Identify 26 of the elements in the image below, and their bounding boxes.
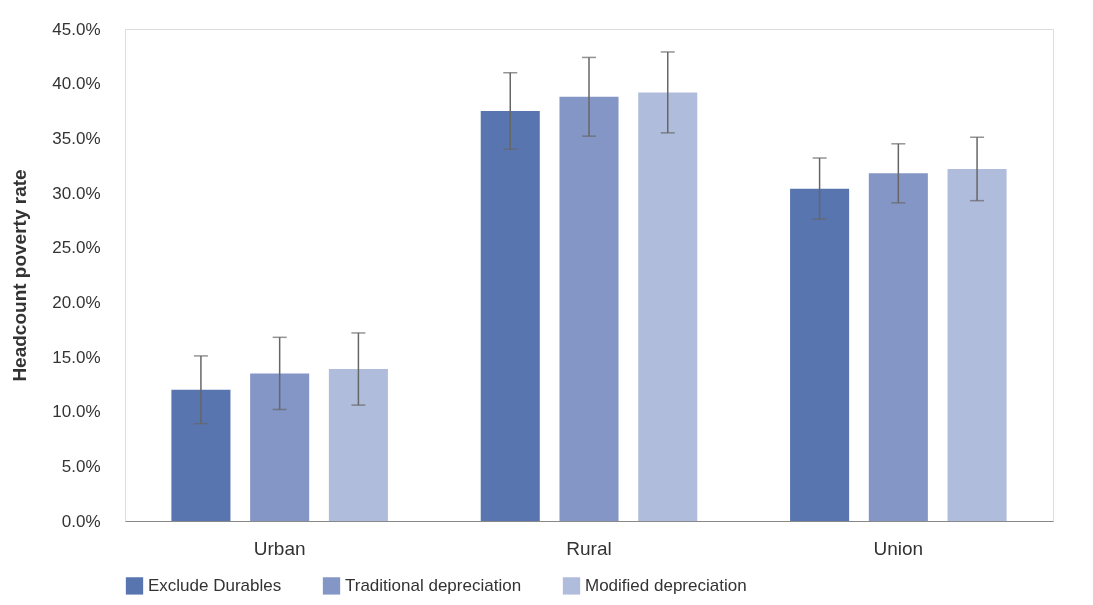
bar: [790, 188, 850, 521]
legend-label: Exclude Durables: [148, 575, 282, 595]
bar: [559, 96, 619, 521]
x-tick-label: Rural: [566, 537, 612, 559]
x-tick-label: Union: [873, 537, 924, 559]
y-tick-label: 35.0%: [52, 128, 101, 148]
bar: [947, 168, 1007, 521]
bar: [250, 373, 310, 521]
legend-label: Traditional depreciation: [345, 575, 522, 595]
y-tick-label: 25.0%: [52, 238, 101, 258]
y-tick-label: 40.0%: [52, 74, 101, 94]
y-tick-label: 5.0%: [61, 456, 101, 476]
x-tick-label: Urban: [253, 537, 306, 559]
bar: [480, 111, 540, 521]
y-axis-title: Headcount poverty rate: [9, 169, 31, 382]
bar: [171, 389, 231, 521]
bar: [868, 173, 928, 521]
bar: [638, 92, 698, 521]
y-tick-label: 10.0%: [52, 402, 101, 422]
bar: [328, 369, 388, 521]
y-tick-label: 15.0%: [52, 347, 101, 367]
y-tick-label: 45.0%: [52, 19, 101, 39]
y-tick-label: 30.0%: [52, 183, 101, 203]
y-tick-label: 0.0%: [61, 511, 101, 531]
legend-label: Modified depreciation: [585, 575, 747, 595]
y-tick-label: 20.0%: [52, 292, 101, 312]
